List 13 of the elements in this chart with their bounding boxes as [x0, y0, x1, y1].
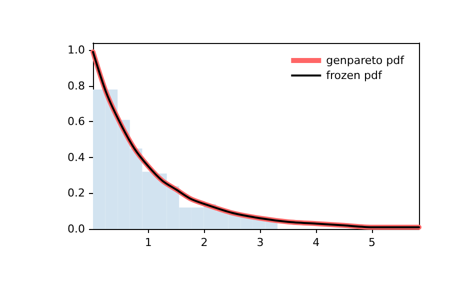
legend-label: genpareto pdf [326, 54, 406, 67]
y-tick-label: 1.0 [68, 44, 85, 57]
y-tick-label: 0.2 [68, 186, 85, 200]
y-tick-label: 0.4 [68, 150, 85, 164]
x-tick-label: 5 [368, 236, 376, 249]
x-tick-label: 1 [144, 236, 152, 249]
x-tick-label: 2 [200, 236, 208, 249]
legend-label: frozen pdf [326, 69, 383, 82]
x-tick-label: 4 [312, 236, 320, 249]
y-tick-label: 0.8 [68, 79, 85, 92]
y-tick-label: 0.6 [68, 115, 85, 128]
y-tick-label: 0.0 [68, 222, 85, 236]
x-tick-label: 3 [256, 236, 264, 249]
